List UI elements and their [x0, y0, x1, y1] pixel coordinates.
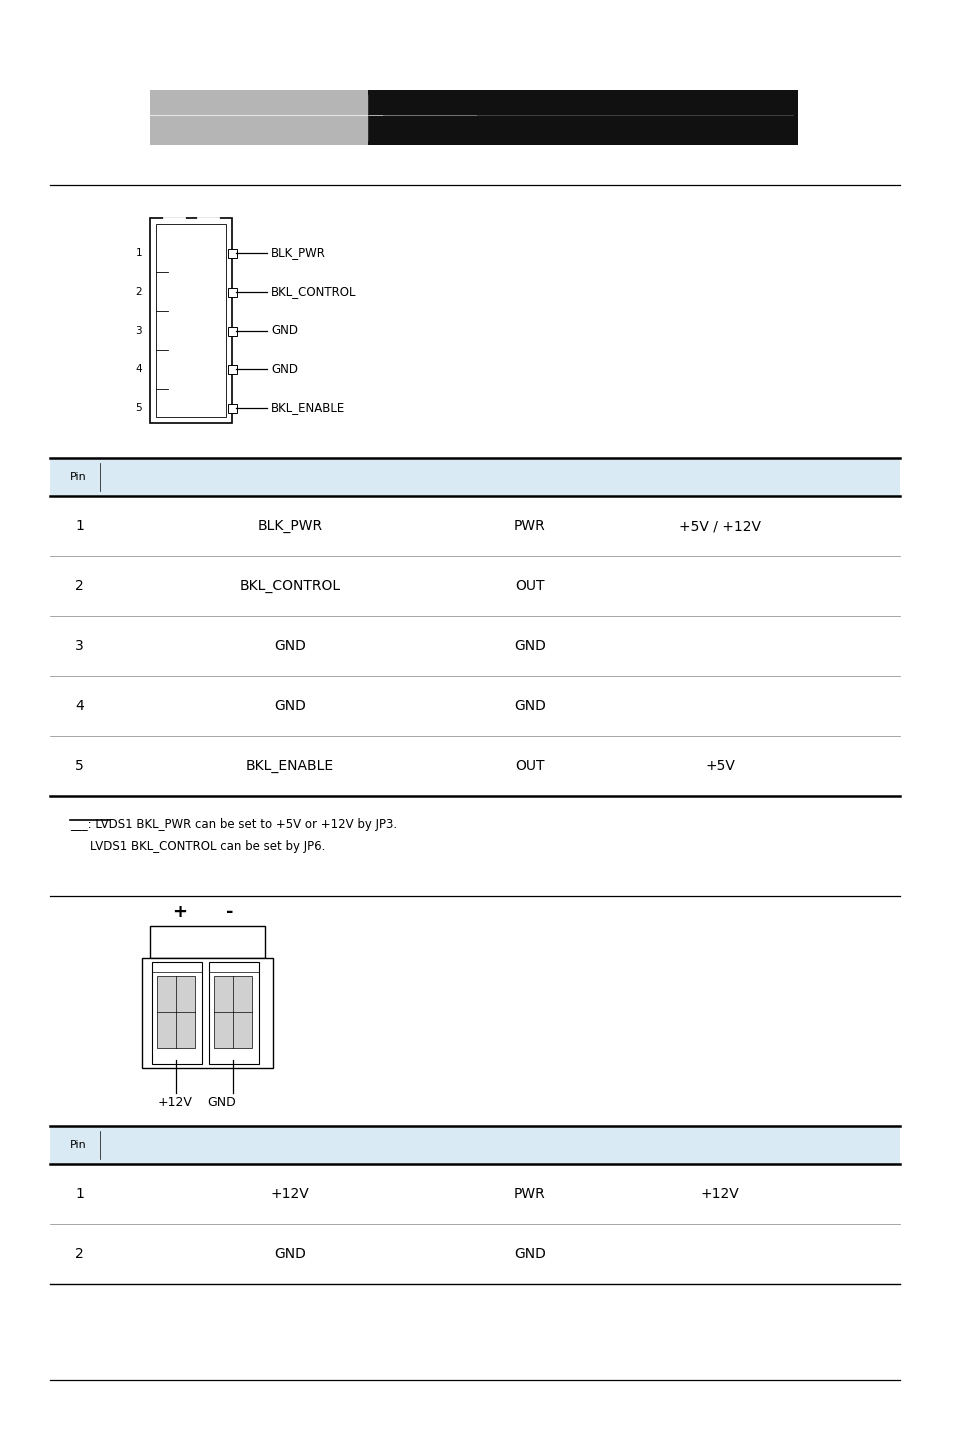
- Text: PWR: PWR: [514, 1187, 545, 1202]
- Text: GND: GND: [271, 324, 297, 337]
- Text: BLK_PWR: BLK_PWR: [257, 519, 322, 533]
- Text: BKL_CONTROL: BKL_CONTROL: [239, 579, 340, 594]
- Bar: [213, 977, 252, 1048]
- Bar: [156, 224, 226, 417]
- Text: GND: GND: [274, 1248, 306, 1260]
- Text: BKL_CONTROL: BKL_CONTROL: [271, 285, 356, 298]
- Text: +12V: +12V: [157, 1096, 193, 1108]
- Bar: [228, 404, 236, 413]
- Text: 1: 1: [75, 519, 84, 533]
- Bar: [228, 250, 236, 258]
- Text: LVDS1 BKL_CONTROL can be set by JP6.: LVDS1 BKL_CONTROL can be set by JP6.: [90, 840, 325, 853]
- Text: BKL_ENABLE: BKL_ENABLE: [271, 402, 345, 414]
- Text: 1: 1: [135, 248, 142, 258]
- Bar: [228, 288, 236, 297]
- Bar: [150, 218, 232, 423]
- Text: GND: GND: [208, 1096, 236, 1108]
- Text: 2: 2: [75, 1248, 84, 1260]
- Text: GND: GND: [514, 640, 545, 652]
- Bar: [368, 90, 797, 145]
- Text: GND: GND: [514, 1248, 545, 1260]
- Text: GND: GND: [271, 363, 297, 376]
- Text: Pin: Pin: [70, 472, 87, 482]
- Text: OUT: OUT: [515, 759, 544, 773]
- Bar: [152, 962, 202, 1064]
- Text: +5V: +5V: [704, 759, 734, 773]
- Text: GND: GND: [514, 698, 545, 713]
- Text: BKL_ENABLE: BKL_ENABLE: [246, 759, 334, 773]
- Bar: [50, 1126, 899, 1164]
- Text: 2: 2: [135, 287, 142, 297]
- Text: 5: 5: [75, 759, 84, 773]
- Text: +12V: +12V: [271, 1187, 309, 1202]
- Text: BLK_PWR: BLK_PWR: [271, 247, 326, 260]
- Text: +: +: [172, 903, 188, 921]
- Bar: [50, 457, 899, 496]
- Text: +12V: +12V: [700, 1187, 739, 1202]
- Text: 3: 3: [135, 326, 142, 336]
- Bar: [157, 977, 194, 1048]
- Bar: [228, 327, 236, 336]
- Bar: [209, 962, 258, 1064]
- Text: +5V / +12V: +5V / +12V: [679, 519, 760, 533]
- Bar: [150, 90, 479, 145]
- Text: 4: 4: [135, 364, 142, 374]
- Text: 2: 2: [75, 579, 84, 594]
- Bar: [228, 366, 236, 374]
- Bar: [150, 926, 265, 958]
- Text: PWR: PWR: [514, 519, 545, 533]
- Text: 5: 5: [135, 403, 142, 413]
- Text: OUT: OUT: [515, 579, 544, 594]
- Text: -: -: [226, 903, 233, 921]
- Text: GND: GND: [274, 640, 306, 652]
- Text: Pin: Pin: [70, 1140, 87, 1150]
- Text: 3: 3: [75, 640, 84, 652]
- Text: 4: 4: [75, 698, 84, 713]
- Text: 1: 1: [75, 1187, 84, 1202]
- Bar: [142, 958, 273, 1068]
- Text: GND: GND: [274, 698, 306, 713]
- Text: ___: LVDS1 BKL_PWR can be set to +5V or +12V by JP3.: ___: LVDS1 BKL_PWR can be set to +5V or …: [70, 817, 396, 830]
